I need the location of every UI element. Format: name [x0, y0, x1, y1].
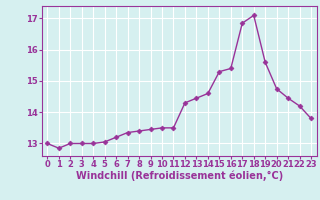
X-axis label: Windchill (Refroidissement éolien,°C): Windchill (Refroidissement éolien,°C) — [76, 171, 283, 181]
